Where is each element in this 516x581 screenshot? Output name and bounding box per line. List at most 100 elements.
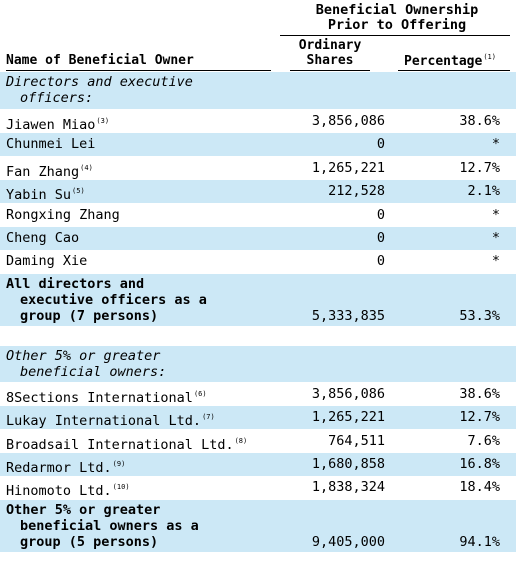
total-row-directors: All directors and executive officers as a… xyxy=(0,273,516,326)
owner-name: Daming Xie xyxy=(6,253,87,269)
ordinary-shares: 1,265,221 xyxy=(311,409,385,426)
ordinary-shares: 0 xyxy=(376,136,385,153)
percentage: 16.8% xyxy=(459,456,500,472)
owner-name-text: Lukay International Ltd. xyxy=(6,413,202,430)
owner-name: Rongxing Zhang xyxy=(6,207,120,223)
footnote-ref: (6) xyxy=(193,389,207,398)
owner-name-text: Chunmei Lei xyxy=(6,136,96,153)
ordinary-shares-total: 5,333,835 xyxy=(311,307,385,324)
table-row: Rongxing Zhang 0 * xyxy=(0,204,516,227)
ordinary-shares: 0 xyxy=(376,206,385,223)
percentage-header-note: (1) xyxy=(483,53,496,61)
owner-name: Redarmor Ltd.(9) xyxy=(6,456,125,476)
total-label-line: group (5 persons) xyxy=(20,533,159,550)
section-label-line: Other 5% or greater xyxy=(6,347,161,364)
total-label-line: group (7 persons) xyxy=(20,307,159,324)
footnote-ref: (9) xyxy=(112,460,126,468)
owner-name-text: Rongxing Zhang xyxy=(6,206,120,223)
percentage: * xyxy=(491,253,500,270)
footnote-ref: (8) xyxy=(234,436,248,445)
percentage-total: 53.3% xyxy=(459,307,500,324)
section-label-line: beneficial owners: xyxy=(20,363,167,380)
ordinary-shares-total: 9,405,000 xyxy=(311,533,385,550)
owner-name-text: Yabin Su xyxy=(6,187,72,204)
shares-header-line2: Shares xyxy=(306,53,354,68)
owner-name-text: Redarmor Ltd. xyxy=(6,460,112,476)
footnote-ref: (10) xyxy=(112,483,130,492)
ordinary-shares: 1,680,858 xyxy=(311,456,385,472)
group-header-line2: Prior to Offering xyxy=(327,17,467,33)
ordinary-shares: 1,265,221 xyxy=(311,159,385,176)
percentage: * xyxy=(491,230,500,246)
total-label: All directors and executive officers as a… xyxy=(6,276,207,324)
percentage-column-header: Percentage(1) xyxy=(390,53,510,69)
group-header-rule xyxy=(280,35,510,36)
percentage: 12.7% xyxy=(459,409,500,426)
total-label-line: Other 5% or greater xyxy=(6,501,161,518)
owner-name-text: 8Sections International xyxy=(6,389,193,406)
table-row: Hinomoto Ltd.(10) 1,838,324 18.4% xyxy=(0,476,516,499)
shares-header-line1: Ordinary xyxy=(298,38,362,53)
table-row: Daming Xie 0 * xyxy=(0,250,516,273)
owner-name: Yabin Su(5) xyxy=(6,183,85,203)
percentage: 38.6% xyxy=(459,385,500,402)
table-row: Chunmei Lei 0 * xyxy=(0,133,516,157)
shares-column-header: Ordinary Shares xyxy=(280,38,380,68)
table-row: Lukay International Ltd.(7) 1,265,221 12.7… xyxy=(0,406,516,430)
owner-name: Broadsail International Ltd.(8) xyxy=(6,433,247,453)
section-label: Directors and executive officers: xyxy=(6,74,193,106)
owner-name-text: Jiawen Miao xyxy=(6,117,96,133)
footnote-ref: (3) xyxy=(96,117,110,125)
table-row: 8Sections International(6) 3,856,086 38.6% xyxy=(0,383,516,406)
section-header-others: Other 5% or greater beneficial owners: xyxy=(0,345,516,382)
ordinary-shares: 0 xyxy=(376,253,385,270)
total-label-line: All directors and xyxy=(6,275,145,292)
percentage: 7.6% xyxy=(467,432,500,449)
percentage-header-label: Percentage xyxy=(404,54,483,69)
ordinary-shares: 0 xyxy=(376,230,385,246)
owner-name-text: Fan Zhang xyxy=(6,163,80,180)
shares-header-rule xyxy=(290,70,370,71)
percentage: 12.7% xyxy=(459,159,500,176)
owner-name-text: Daming Xie xyxy=(6,253,88,270)
owner-name: Chunmei Lei xyxy=(6,136,95,152)
owner-name: Lukay International Ltd.(7) xyxy=(6,409,215,429)
ordinary-shares: 3,856,086 xyxy=(311,113,385,129)
owner-name-text: Cheng Cao xyxy=(6,230,80,246)
group-header-line1: Beneficial Ownership xyxy=(315,2,479,18)
owner-name: 8Sections International(6) xyxy=(6,386,207,406)
owner-name-text: Hinomoto Ltd. xyxy=(6,483,112,500)
table-row: Broadsail International Ltd.(8) 764,511 7.… xyxy=(0,430,516,453)
table-row: Jiawen Miao(3) 3,856,086 38.6% xyxy=(0,110,516,133)
group-header: Beneficial Ownership Prior to Offering xyxy=(278,3,516,33)
section-header-directors: Directors and executive officers: xyxy=(0,72,516,109)
percentage: * xyxy=(491,206,500,223)
table-row: Yabin Su(5) 212,528 2.1% xyxy=(0,180,516,204)
owner-name-text: Broadsail International Ltd. xyxy=(6,436,234,453)
footnote-ref: (7) xyxy=(202,413,215,422)
section-label: Other 5% or greater beneficial owners: xyxy=(6,348,166,380)
owner-name: Fan Zhang(4) xyxy=(6,160,93,180)
name-header-rule xyxy=(6,70,271,71)
total-label-line: beneficial owners as a xyxy=(20,517,199,534)
percentage: 38.6% xyxy=(459,113,500,129)
table-row: Cheng Cao 0 * xyxy=(0,227,516,250)
owner-name: Cheng Cao xyxy=(6,230,79,246)
ordinary-shares: 1,838,324 xyxy=(311,479,385,496)
table-row: Fan Zhang(4) 1,265,221 12.7% xyxy=(0,157,516,180)
spacer-row xyxy=(0,326,516,346)
total-label: Other 5% or greater beneficial owners as … xyxy=(6,502,199,550)
table-row: Redarmor Ltd.(9) 1,680,858 16.8% xyxy=(0,453,516,476)
percentage: 2.1% xyxy=(467,183,500,200)
percentage-header-rule xyxy=(398,70,510,71)
owner-name: Hinomoto Ltd.(10) xyxy=(6,479,130,499)
section-label-line: officers: xyxy=(20,90,94,106)
ordinary-shares: 3,856,086 xyxy=(311,385,385,402)
name-column-header: Name of Beneficial Owner xyxy=(6,53,194,68)
total-row-others: Other 5% or greater beneficial owners as … xyxy=(0,499,516,552)
ordinary-shares: 212,528 xyxy=(328,183,385,200)
percentage-total: 94.1% xyxy=(459,533,500,550)
section-label-line: Directors and executive xyxy=(6,74,193,90)
footnote-ref: (5) xyxy=(72,187,85,196)
ordinary-shares: 764,511 xyxy=(328,432,385,449)
